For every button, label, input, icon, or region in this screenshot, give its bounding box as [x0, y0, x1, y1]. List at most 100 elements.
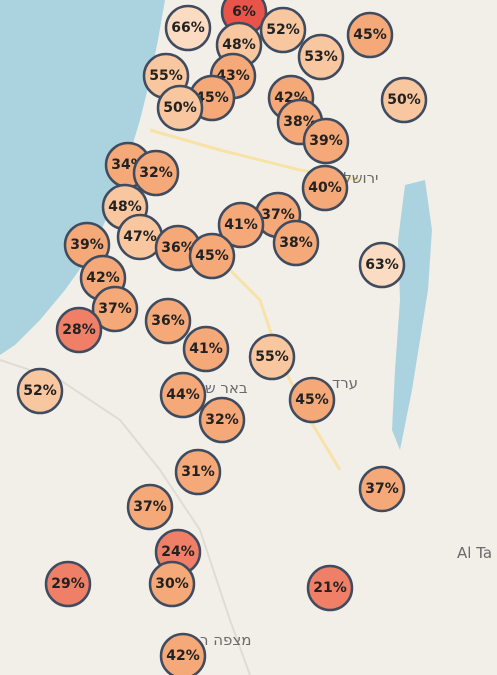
- marker-label: 45%: [295, 392, 329, 408]
- percent-marker: 28%: [55, 306, 103, 354]
- percent-marker: 32%: [132, 149, 180, 197]
- marker-label: 37%: [261, 207, 295, 223]
- marker-label: 55%: [255, 349, 289, 365]
- marker-circle: [297, 33, 345, 81]
- marker-label: 37%: [365, 481, 399, 497]
- percent-marker: 29%: [44, 560, 92, 608]
- marker-circle: [306, 564, 354, 612]
- marker-label: 47%: [123, 229, 157, 245]
- marker-label: 32%: [205, 412, 239, 428]
- marker-label: 32%: [139, 165, 173, 181]
- marker-circle: [16, 367, 64, 415]
- marker-label: 63%: [365, 257, 399, 273]
- marker-label: 66%: [171, 20, 205, 36]
- percent-marker: 30%: [148, 560, 196, 608]
- place-label: באר ש: [205, 379, 248, 397]
- percent-marker: 55%: [248, 333, 296, 381]
- marker-circle: [182, 325, 230, 373]
- place-labels: ירושלי באר ש ערד Al Ta מצפה ר: [200, 169, 492, 649]
- marker-label: 40%: [308, 180, 342, 196]
- percent-marker: 50%: [156, 84, 204, 132]
- marker-label: 42%: [86, 270, 120, 286]
- marker-circle: [302, 117, 350, 165]
- marker-circle: [288, 376, 336, 424]
- percent-marker: 52%: [259, 6, 307, 54]
- marker-circle: [148, 560, 196, 608]
- marker-label: 45%: [353, 27, 387, 43]
- percent-marker: 47%: [116, 213, 164, 261]
- marker-label: 45%: [195, 248, 229, 264]
- marker-circle: [156, 84, 204, 132]
- marker-label: 36%: [151, 313, 185, 329]
- marker-label: 6%: [232, 4, 256, 20]
- marker-label: 38%: [279, 235, 313, 251]
- marker-label: 36%: [161, 240, 195, 256]
- marker-label: 55%: [149, 68, 183, 84]
- place-label: מצפה ר: [200, 631, 252, 649]
- marker-circle: [44, 560, 92, 608]
- marker-circle: [301, 164, 349, 212]
- marker-circle: [358, 465, 406, 513]
- percent-marker: 41%: [217, 201, 265, 249]
- marker-circle: [217, 201, 265, 249]
- percent-marker: 37%: [126, 483, 174, 531]
- marker-label: 37%: [98, 301, 132, 317]
- place-label: ערד: [332, 374, 358, 392]
- percent-marker: 45%: [188, 74, 236, 122]
- percent-marker: 45%: [188, 232, 236, 280]
- marker-label: 30%: [155, 576, 189, 592]
- place-label: Al Ta: [457, 544, 492, 562]
- percent-marker: 44%: [159, 371, 207, 419]
- marker-circle: [144, 297, 192, 345]
- percent-marker: 53%: [297, 33, 345, 81]
- marker-circle: [159, 371, 207, 419]
- marker-label: 39%: [309, 133, 343, 149]
- marker-circle: [358, 241, 406, 289]
- percent-marker: 37%: [358, 465, 406, 513]
- place-label: ירושלי: [340, 169, 378, 187]
- marker-circle: [272, 219, 320, 267]
- marker-label: 37%: [133, 499, 167, 515]
- marker-circle: [164, 4, 212, 52]
- marker-circle: [198, 396, 246, 444]
- sea: [0, 0, 165, 355]
- marker-circle: [55, 306, 103, 354]
- percent-marker: 32%: [198, 396, 246, 444]
- marker-label: 24%: [161, 544, 195, 560]
- marker-label: 50%: [387, 92, 421, 108]
- percent-marker: 63%: [358, 241, 406, 289]
- marker-circle: [380, 76, 428, 124]
- percent-marker: 42%: [159, 632, 207, 675]
- marker-label: 52%: [266, 22, 300, 38]
- marker-label: 41%: [189, 341, 223, 357]
- marker-circle: [91, 285, 139, 333]
- percent-marker: 36%: [144, 297, 192, 345]
- marker-label: 31%: [181, 464, 215, 480]
- percent-marker: 40%: [301, 164, 349, 212]
- marker-label: 28%: [62, 322, 96, 338]
- dead-sea: [392, 180, 432, 450]
- marker-label: 48%: [108, 199, 142, 215]
- marker-circle: [188, 232, 236, 280]
- marker-label: 39%: [70, 237, 104, 253]
- marker-circle: [132, 149, 180, 197]
- marker-circle: [174, 448, 222, 496]
- percent-marker: 31%: [174, 448, 222, 496]
- marker-label: 41%: [224, 217, 258, 233]
- percent-marker: 21%: [306, 564, 354, 612]
- percent-marker: 39%: [302, 117, 350, 165]
- marker-label: 53%: [304, 49, 338, 65]
- percent-marker: 37%: [91, 285, 139, 333]
- percent-marker: 45%: [288, 376, 336, 424]
- percent-marker: 38%: [272, 219, 320, 267]
- percent-marker: 41%: [182, 325, 230, 373]
- marker-label: 29%: [51, 576, 85, 592]
- marker-label: 21%: [313, 580, 347, 596]
- percent-marker: 45%: [346, 11, 394, 59]
- marker-label: 44%: [166, 387, 200, 403]
- marker-label: 42%: [166, 648, 200, 664]
- marker-label: 50%: [163, 100, 197, 116]
- marker-label: 48%: [222, 37, 256, 53]
- marker-circle: [248, 333, 296, 381]
